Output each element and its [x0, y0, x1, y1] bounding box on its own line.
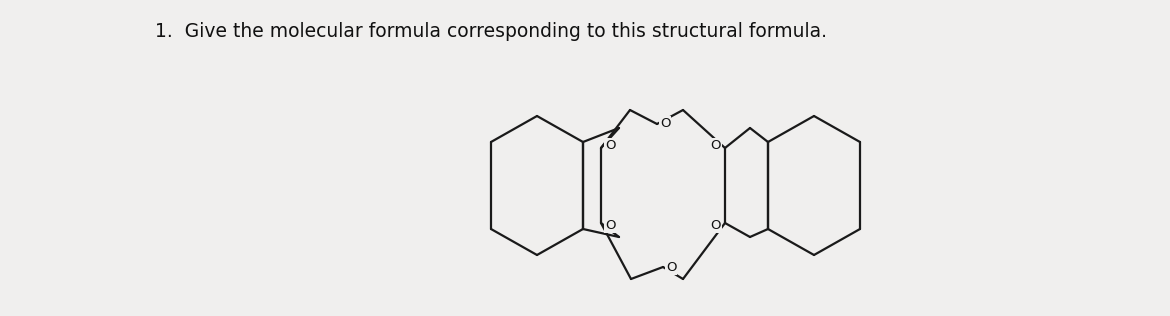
- Text: O: O: [710, 139, 721, 152]
- Text: O: O: [666, 261, 676, 275]
- Text: O: O: [710, 219, 721, 232]
- Text: O: O: [660, 117, 670, 130]
- Text: O: O: [605, 139, 615, 152]
- Text: 1.  Give the molecular formula corresponding to this structural formula.: 1. Give the molecular formula correspond…: [156, 22, 827, 41]
- Text: O: O: [605, 219, 615, 232]
